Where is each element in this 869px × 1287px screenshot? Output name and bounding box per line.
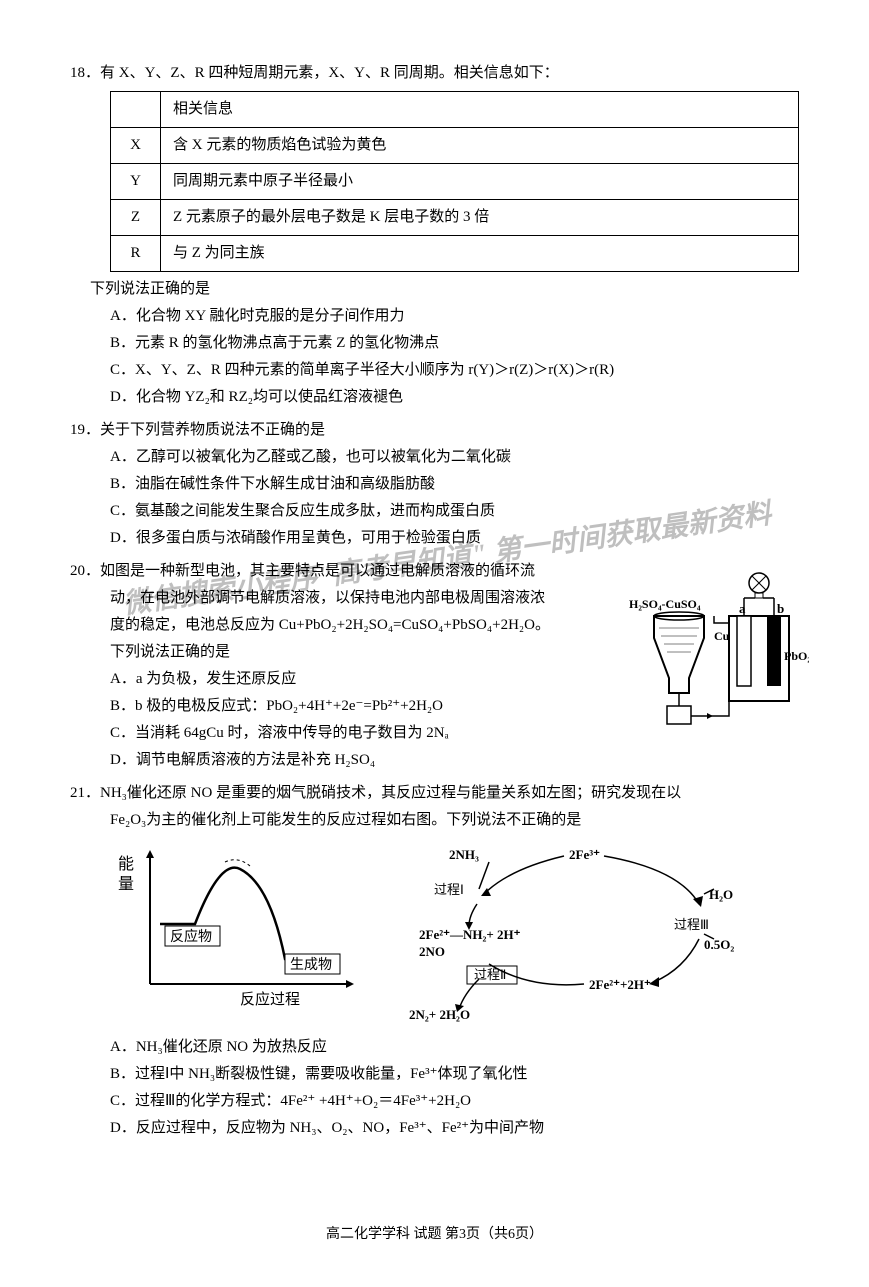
pbo2-electrode <box>767 616 781 686</box>
option-d: D．很多蛋白质与浓硝酸作用呈黄色，可用于检验蛋白质 <box>110 525 799 552</box>
question-19: 19．关于下列营养物质说法不正确的是 A．乙醇可以被氧化为乙醛或乙酸，也可以被氧… <box>70 417 799 552</box>
q21-figures: 能 量 反应过程 反应物 生成物 2NH₃ 2Fe³⁺ 过程Ⅰ H₂O 过程Ⅲ … <box>110 844 759 1024</box>
option-b: B．过程Ⅰ中 NH₃断裂极性键，需要吸收能量，Fe³⁺体现了氧化性 <box>110 1061 799 1088</box>
process1-label: 过程Ⅰ <box>434 882 464 897</box>
nh3-label: 2NH₃ <box>449 847 479 862</box>
pump-icon <box>667 706 691 724</box>
option-d: D．调节电解质溶液的方法是补充 H₂SO₄ <box>110 747 799 774</box>
q19-number: 19． <box>70 422 100 438</box>
pbo2-label: PbO₂ <box>784 649 809 663</box>
row-label: X <box>111 128 161 164</box>
question-20: 20．如图是一种新型电池，其主要特点是可以通过电解质溶液的循环流 动，在电池外部… <box>70 558 799 774</box>
q19-stem: 关于下列营养物质说法不正确的是 <box>100 422 325 438</box>
row-label: Z <box>111 200 161 236</box>
fe2h-label: 2Fe²⁺+2H⁺ <box>589 977 651 992</box>
fe2nh2-label: 2Fe²⁺—NH₂+ 2H⁺ <box>419 927 521 942</box>
row-info: 同周期元素中原子半径最小 <box>161 164 799 200</box>
option-d: D．反应过程中，反应物为 NH₃、O₂、NO，Fe³⁺、Fe²⁺为中间产物 <box>110 1115 799 1142</box>
option-c: C．氨基酸之间能发生聚合反应生成多肽，进而构成蛋白质 <box>110 498 799 525</box>
option-d: D．化合物 YZ₂和 RZ₂均可以使品红溶液褪色 <box>110 384 799 411</box>
option-c: C．过程Ⅲ的化学方程式：4Fe²⁺ +4H⁺+O₂＝4Fe³⁺+2H₂O <box>110 1088 799 1115</box>
q21-number: 21． <box>70 785 100 801</box>
option-a: A．乙醇可以被氧化为乙醛或乙酸，也可以被氧化为二氧化碳 <box>110 444 799 471</box>
table-row: X 含 X 元素的物质焰色试验为黄色 <box>111 128 799 164</box>
label-b: b <box>777 601 784 616</box>
question-18: 18．有 X、Y、Z、R 四种短周期元素，X、Y、R 同周期。相关信息如下： 相… <box>70 60 799 411</box>
q18-info-table: 相关信息 X 含 X 元素的物质焰色试验为黄色 Y 同周期元素中原子半径最小 Z… <box>110 91 799 272</box>
q18-substem: 下列说法正确的是 <box>90 276 799 303</box>
q20-stem1: 如图是一种新型电池，其主要特点是可以通过电解质溶液的循环流 <box>100 563 535 579</box>
option-c: C．X、Y、Z、R 四种元素的简单离子半径大小顺序为 r(Y)＞r(Z)＞r(X… <box>110 357 799 384</box>
ylabel-2: 量 <box>118 876 134 893</box>
table-header-blank <box>111 92 161 128</box>
q18-number: 18． <box>70 65 100 81</box>
table-header: 相关信息 <box>161 92 799 128</box>
row-label: R <box>111 236 161 272</box>
row-label: Y <box>111 164 161 200</box>
q18-stem: 有 X、Y、Z、R 四种短周期元素，X、Y、R 同周期。相关信息如下： <box>100 65 559 81</box>
funnel-icon <box>654 616 704 693</box>
page-footer: 高二化学学科 试题 第3页（共6页） <box>70 1222 799 1247</box>
option-b: B．元素 R 的氢化物沸点高于元素 Z 的氢化物沸点 <box>110 330 799 357</box>
row-info: 含 X 元素的物质焰色试验为黄色 <box>161 128 799 164</box>
q18-options: A．化合物 XY 融化时克服的是分子间作用力 B．元素 R 的氢化物沸点高于元素… <box>110 303 799 411</box>
no-label: 2NO <box>419 944 445 959</box>
xlabel: 反应过程 <box>240 990 300 1008</box>
option-b: B．油脂在碱性条件下水解生成甘油和高级脂肪酸 <box>110 471 799 498</box>
q21-options: A．NH₃催化还原 NO 为放热反应 B．过程Ⅰ中 NH₃断裂极性键，需要吸收能… <box>110 1034 799 1142</box>
o2-label: 0.5O₂ <box>704 937 734 952</box>
option-a: A．NH₃催化还原 NO 为放热反应 <box>110 1034 799 1061</box>
table-row: R 与 Z 为同主族 <box>111 236 799 272</box>
q21-stem1: NH₃催化还原 NO 是重要的烟气脱硝技术，其反应过程与能量关系如左图；研究发现… <box>100 785 681 801</box>
product-label: 生成物 <box>290 957 332 973</box>
reactant-label: 反应物 <box>170 928 212 945</box>
cu-label: Cu <box>714 629 730 643</box>
label-a: a <box>739 601 746 616</box>
q20-number: 20． <box>70 563 100 579</box>
q21-stem2: Fe₂O₃为主的催化剂上可能发生的反应过程如右图。下列说法不正确的是 <box>110 807 799 834</box>
cu-electrode <box>737 616 751 686</box>
table-row: Z Z 元素原子的最外层电子数是 K 层电子数的 3 倍 <box>111 200 799 236</box>
battery-diagram: a b H₂SO₄-CuSO₄ Cu PbO₂ <box>629 568 809 738</box>
cycle-diagram: 2NH₃ 2Fe³⁺ 过程Ⅰ H₂O 过程Ⅲ 0.5O₂ 2Fe²⁺—NH₂+ … <box>379 844 759 1024</box>
table-header-row: 相关信息 <box>111 92 799 128</box>
energy-diagram: 能 量 反应过程 反应物 生成物 <box>110 844 370 1014</box>
row-info: Z 元素原子的最外层电子数是 K 层电子数的 3 倍 <box>161 200 799 236</box>
n2-label: 2N₂+ 2H₂O <box>409 1007 470 1022</box>
process3-label: 过程Ⅲ <box>674 917 709 932</box>
fe3-label: 2Fe³⁺ <box>569 847 600 862</box>
question-21: 21．NH₃催化还原 NO 是重要的烟气脱硝技术，其反应过程与能量关系如左图；研… <box>70 780 799 1142</box>
ylabel-1: 能 <box>118 855 134 873</box>
solution-label: H₂SO₄-CuSO₄ <box>629 597 701 611</box>
row-info: 与 Z 为同主族 <box>161 236 799 272</box>
q19-options: A．乙醇可以被氧化为乙醛或乙酸，也可以被氧化为二氧化碳 B．油脂在碱性条件下水解… <box>110 444 799 552</box>
table-row: Y 同周期元素中原子半径最小 <box>111 164 799 200</box>
option-a: A．化合物 XY 融化时克服的是分子间作用力 <box>110 303 799 330</box>
